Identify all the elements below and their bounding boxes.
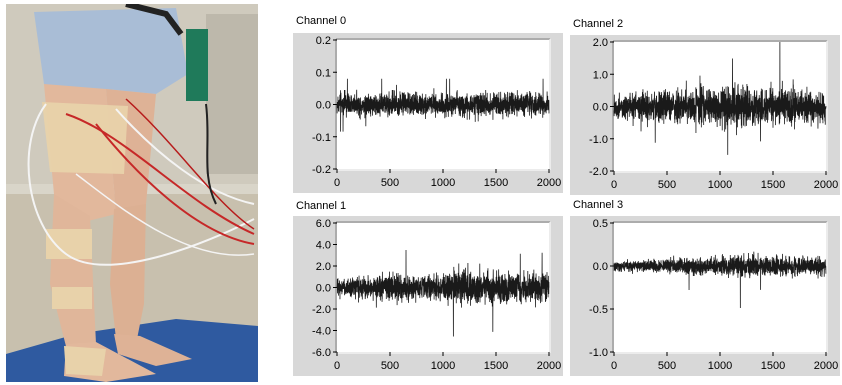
- x-tick-label: 1500: [484, 360, 508, 372]
- chart-channel-3: -1.0 -0.5 0.0 0.5 0 500 1000 1500 2000: [570, 216, 840, 376]
- x-tick-label: 500: [381, 360, 399, 372]
- x-tick-label: 1000: [431, 177, 455, 189]
- y-tick-label: 1.0: [593, 69, 608, 81]
- x-tick-label: 2000: [814, 179, 838, 191]
- y-tick-label: -0.5: [589, 304, 608, 316]
- chart-channel-0: -0.2 -0.1 0.0 0.1 0.2 0 500 1000 1500 2000: [293, 33, 563, 193]
- y-tick-label: 0.0: [593, 261, 608, 273]
- y-tick-label: -4.0: [312, 326, 331, 338]
- y-tick-label: -1.0: [589, 347, 608, 359]
- y-tick-label: 4.0: [316, 240, 331, 252]
- signal-trace: [336, 78, 550, 132]
- y-tick-label: 0.1: [316, 67, 331, 79]
- x-tick-label: 1000: [708, 179, 732, 191]
- x-tick-label: 0: [611, 360, 617, 372]
- y-tick-label: 2.0: [593, 37, 608, 49]
- emg-leg-photo: [6, 4, 258, 382]
- signal-trace: [613, 41, 827, 155]
- signal-trace: [336, 250, 550, 337]
- chart-title-channel-2: Channel 2: [573, 18, 624, 30]
- x-tick-label: 2000: [814, 360, 838, 372]
- x-tick-label: 2000: [537, 360, 561, 372]
- x-tick-label: 1500: [761, 179, 785, 191]
- y-tick-label: -1.0: [589, 134, 608, 146]
- x-tick-label: 500: [658, 360, 676, 372]
- y-tick-label: 0.0: [316, 100, 331, 112]
- x-tick-label: 1000: [431, 360, 455, 372]
- y-tick-label: 2.0: [316, 261, 331, 273]
- x-tick-label: 1500: [484, 177, 508, 189]
- y-tick-label: -0.2: [312, 164, 331, 176]
- plot-area: [614, 223, 826, 352]
- x-tick-label: 2000: [537, 177, 561, 189]
- chart-title-channel-3: Channel 3: [573, 199, 624, 211]
- x-tick-label: 0: [334, 177, 340, 189]
- y-tick-label: -2.0: [589, 166, 608, 178]
- x-tick-label: 1500: [761, 360, 785, 372]
- x-tick-label: 500: [658, 179, 676, 191]
- signal-trace: [613, 251, 827, 309]
- y-tick-label: 0.0: [316, 283, 331, 295]
- chart-channel-2: -2.0 -1.0 0.0 1.0 2.0 0 500 1000 1500 2000: [570, 35, 840, 195]
- x-tick-label: 0: [611, 179, 617, 191]
- y-tick-label: -0.1: [312, 132, 331, 144]
- x-tick-label: 500: [381, 177, 399, 189]
- y-tick-label: 0.2: [316, 35, 331, 47]
- y-tick-label: -2.0: [312, 304, 331, 316]
- chart-title-channel-1: Channel 1: [296, 200, 347, 212]
- chart-title-channel-0: Channel 0: [296, 15, 347, 27]
- y-tick-label: 0.0: [593, 102, 608, 114]
- y-tick-label: 0.5: [593, 218, 608, 230]
- y-tick-label: 6.0: [316, 218, 331, 230]
- chart-channel-1: -6.0 -4.0 -2.0 0.0 2.0 4.0 6.0 0 500 1000 1500 2000: [293, 216, 563, 376]
- x-tick-label: 0: [334, 360, 340, 372]
- x-tick-label: 1000: [708, 360, 732, 372]
- y-tick-label: -6.0: [312, 347, 331, 359]
